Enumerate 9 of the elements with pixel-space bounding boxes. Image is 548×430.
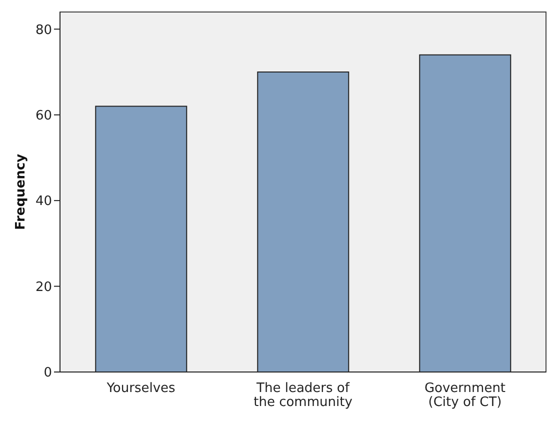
y-tick-label: 0	[44, 366, 52, 381]
x-tick-label: Yourselves	[106, 381, 176, 396]
x-tick-label: The leaders of the community	[254, 381, 353, 410]
y-tick-label: 80	[35, 22, 52, 38]
y-tick-label: 60	[35, 108, 52, 124]
y-tick-label: 20	[35, 280, 52, 295]
y-tick-label: 40	[35, 194, 52, 210]
x-tick-label: Government (City of CT)	[424, 381, 506, 410]
y-axis-title: Frequency	[14, 153, 29, 230]
